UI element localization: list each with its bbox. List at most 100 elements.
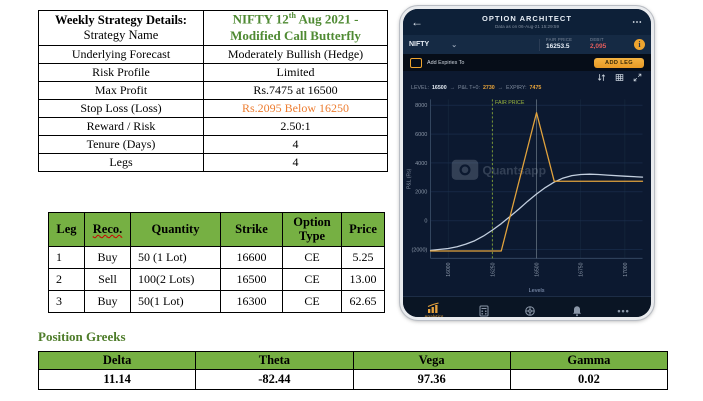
table-row: Weekly Strategy Details: Strategy Name N… (38, 9, 388, 47)
svg-text:6000: 6000 (415, 132, 427, 138)
add-leg-button[interactable]: ADD LEG (594, 57, 644, 68)
phone-screenshot: ← OPTION ARCHITECT Data as on 06-Aug-21 … (399, 5, 655, 321)
leg-strike: 16500 (220, 267, 283, 291)
chart-toolbar (403, 71, 651, 83)
strategy-header-label: Weekly Strategy Details: Strategy Name (38, 9, 204, 47)
expiry-checkbox-label: Add Expiries To (427, 59, 465, 66)
stop-loss-value: Rs.2095 Below 16250 (203, 99, 388, 119)
strategy-value: 4 (203, 135, 388, 155)
svg-text:2000: 2000 (415, 190, 427, 196)
greek-theta-value: -82.44 (195, 369, 354, 390)
position-greeks-heading: Position Greeks (38, 329, 126, 344)
legs-col-header: Reco. (84, 212, 131, 247)
leg-quantity: 50(1 Lot) (130, 289, 221, 313)
payoff-chart-area[interactable]: 8000 6000 4000 2000 0 (2000) FAIR PRICE Quantsa… (403, 93, 651, 296)
strategy-value: Moderately Bullish (Hedge) (203, 45, 388, 65)
legs-table: Leg Reco. Quantity Strike Option Type Pr… (48, 212, 385, 313)
table-row: 2 Sell 100(2 Lots) 16500 CE 13.00 (48, 267, 385, 291)
ellipsis-icon: ••• (617, 305, 630, 316)
instrument-bar: NIFTY ⌄ FAIR PRICE 16253.5 DEBIT 2,095 i (403, 35, 651, 54)
svg-text:FAIR PRICE: FAIR PRICE (495, 100, 525, 106)
table-row: Tenure (Days) 4 (38, 135, 388, 155)
level-readout-bar: LEVEL: 16500 → P&L T+0: 2730 → EXPIRY: 7… (411, 85, 542, 91)
table-row: 1 Buy 50 (1 Lot) 16600 CE 5.25 (48, 245, 385, 269)
payoff-chart[interactable]: 8000 6000 4000 2000 0 (2000) FAIR PRICE Quantsa… (403, 93, 651, 296)
sort-icon[interactable] (597, 73, 606, 82)
t0-pnl-value: 2730 (482, 85, 495, 91)
analytics-bar-chart-icon (428, 302, 439, 313)
strategy-value: Limited (203, 63, 388, 83)
strategy-label: Legs (38, 153, 204, 173)
table-row: Stop Loss (Loss) Rs.2095 Below 16250 (38, 99, 388, 119)
table-view-icon[interactable] (615, 73, 624, 82)
table-header-row: Leg Reco. Quantity Strike Option Type Pr… (48, 212, 385, 247)
leg-option-type: CE (282, 245, 342, 269)
legs-col-header: Leg (48, 212, 85, 247)
nav-more[interactable]: ••• (617, 306, 629, 316)
greek-gamma-value: 0.02 (509, 369, 669, 390)
calculator-icon (479, 305, 489, 317)
greeks-col-header: Delta (37, 351, 197, 370)
greeks-table: Delta Theta Vega Gamma 11.14 -82.44 97.3… (37, 351, 669, 390)
fair-price-value: 16253.5 (546, 43, 570, 51)
svg-text:0: 0 (424, 219, 427, 225)
greek-delta-value: 11.14 (37, 369, 197, 390)
nav-calculator[interactable] (478, 305, 490, 317)
svg-text:8000: 8000 (415, 103, 427, 109)
greeks-col-header: Vega (352, 351, 511, 370)
nav-analytics[interactable]: Analytics (424, 302, 444, 320)
leg-option-type: CE (282, 267, 342, 291)
arrow-icon: → (449, 85, 455, 91)
fair-price-display: FAIR PRICE 16253.5 (546, 38, 584, 51)
leg-number: 3 (48, 289, 85, 313)
bell-icon (572, 306, 581, 317)
strategy-title: NIFTY 12th Aug 2021 - Modified Call Butt… (203, 9, 388, 47)
svg-text:16750: 16750 (579, 262, 585, 276)
strategy-label: Underlying Forecast (38, 45, 204, 65)
table-row: Max Profit Rs.7475 at 16500 (38, 81, 388, 101)
app-header: ← OPTION ARCHITECT Data as on 06-Aug-21 … (403, 9, 651, 35)
legs-col-header: Option Type (282, 212, 342, 247)
svg-text:(2000): (2000) (411, 248, 427, 254)
level-value: 16500 (431, 85, 447, 91)
strategy-label: Risk Profile (38, 63, 204, 83)
greek-vega-value: 97.36 (352, 369, 511, 390)
expiry-pnl-value: 7475 (529, 85, 542, 91)
debit-value: 2,095 (590, 43, 607, 51)
strategy-details-table: Weekly Strategy Details: Strategy Name N… (38, 9, 388, 173)
nav-community[interactable] (524, 305, 536, 317)
nav-alerts[interactable] (571, 305, 583, 317)
back-icon[interactable]: ← (411, 15, 423, 29)
strategy-label: Tenure (Days) (38, 135, 204, 155)
bottom-nav: Analytics ••• (403, 296, 651, 320)
leg-number: 2 (48, 267, 85, 291)
strategy-value: 2.50:1 (203, 117, 388, 137)
more-menu-icon[interactable]: ⋯ (632, 16, 643, 28)
svg-text:P&L (Rs): P&L (Rs) (406, 168, 412, 189)
strategy-label: Stop Loss (Loss) (38, 99, 204, 119)
refresh-timestamp: Data as on 06-Aug-21 15:29:59 (494, 23, 560, 29)
actions-bar: Add Expiries To ADD LEG (403, 54, 651, 71)
leg-option-type: CE (282, 289, 342, 313)
greeks-col-header: Theta (195, 351, 354, 370)
svg-text:16500: 16500 (534, 262, 540, 276)
symbol-dropdown[interactable]: NIFTY ⌄ (409, 41, 533, 49)
divider (539, 38, 540, 51)
expiry-checkbox[interactable] (410, 57, 422, 68)
app-title-block: OPTION ARCHITECT Data as on 06-Aug-21 15… (429, 15, 625, 29)
strategy-value: Rs.7475 at 16500 (203, 81, 388, 101)
leg-quantity: 100(2 Lots) (130, 267, 221, 291)
expand-icon[interactable] (633, 73, 642, 82)
strategy-label: Reward / Risk (38, 117, 204, 137)
nav-analytics-label: Analytics (424, 314, 444, 320)
leg-strike: 16300 (220, 289, 283, 313)
symbol-label: NIFTY (409, 41, 430, 48)
svg-text:Quantsapp: Quantsapp (482, 164, 546, 178)
leg-reco: Buy (84, 245, 131, 269)
legs-col-header: Strike (220, 212, 283, 247)
table-row: Risk Profile Limited (38, 63, 388, 83)
leg-price: 5.25 (341, 245, 385, 269)
leg-quantity: 50 (1 Lot) (130, 245, 221, 269)
wheel-icon (525, 306, 536, 316)
info-icon[interactable]: i (634, 39, 645, 50)
